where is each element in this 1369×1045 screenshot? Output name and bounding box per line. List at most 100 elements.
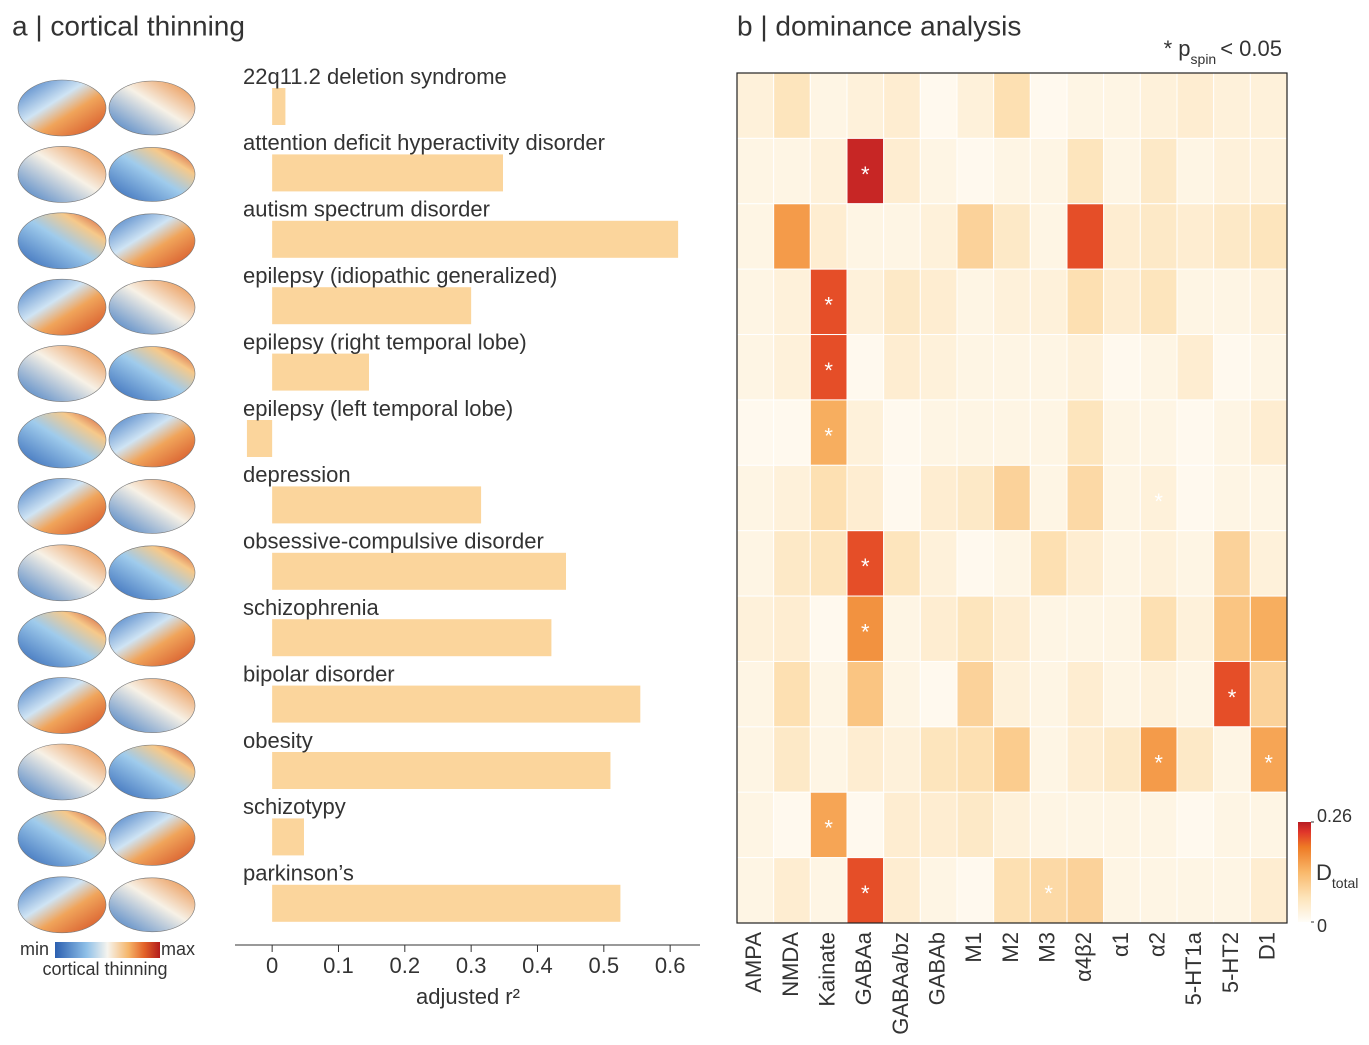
heatmap-cell	[809, 726, 848, 793]
heatmap-cell	[1176, 595, 1215, 662]
heatmap-cell	[956, 203, 995, 270]
heatmap-cell	[1066, 268, 1105, 336]
brain-medial	[108, 213, 196, 269]
column-label: α2	[1144, 932, 1169, 957]
significance-marker: *	[824, 423, 833, 448]
heatmap-cell	[736, 660, 775, 728]
heatmap-cell	[883, 72, 921, 139]
heatmap-cell	[993, 595, 1031, 662]
heatmap-cell	[1213, 399, 1251, 466]
heatmap-cell	[1176, 72, 1215, 139]
heatmap-cell	[846, 399, 885, 466]
heatmap-cell	[1249, 268, 1288, 336]
heatmap-cell	[1249, 72, 1288, 139]
heatmap-cell	[1213, 595, 1251, 662]
heatmap-cell	[1139, 791, 1178, 859]
brain-lateral	[17, 876, 107, 934]
heatmap-cell	[846, 726, 885, 793]
x-tick-label: 0	[266, 953, 278, 978]
heatmap-cell	[846, 660, 885, 728]
bar	[272, 486, 482, 524]
heatmap-cell	[1103, 72, 1141, 139]
heatmap-cell	[956, 137, 995, 205]
heatmap-cell	[1139, 203, 1178, 270]
x-tick-label: 0.4	[522, 953, 553, 978]
heatmap-cell	[1029, 726, 1068, 793]
column-label: 5-HT1a	[1181, 931, 1206, 1005]
heatmap-cell	[736, 857, 775, 924]
x-tick-label: 0.1	[323, 953, 354, 978]
column-label: Kainate	[814, 932, 839, 1007]
heatmap-cell	[956, 334, 995, 401]
column-label: M2	[998, 932, 1023, 963]
heatmap-cell	[1066, 203, 1105, 270]
heatmap-cell	[736, 399, 775, 466]
heatmap-cell	[1066, 399, 1105, 466]
heatmap-cell	[1176, 334, 1215, 401]
brain-medial	[108, 80, 196, 136]
heatmap-cell	[1176, 791, 1215, 859]
significance-marker: *	[824, 358, 833, 383]
heatmap-cell	[1139, 334, 1178, 401]
heatmap-cell	[773, 660, 811, 728]
brain-medial	[108, 811, 196, 866]
heatmap-cell	[1103, 464, 1141, 532]
heatmap-cell	[809, 595, 848, 662]
heatmap-cell	[773, 268, 811, 336]
heatmap-cell	[919, 268, 958, 336]
brain-medial	[108, 678, 196, 733]
brain-colorbar	[55, 942, 160, 958]
bar	[272, 154, 503, 192]
heatmap-cell	[919, 334, 958, 401]
heatmap-cell	[883, 660, 921, 728]
heatmap-cell	[883, 726, 921, 793]
heatmap-cell	[1066, 137, 1105, 205]
heatmap-cell	[956, 595, 995, 662]
heatmap-cell	[773, 203, 811, 270]
heatmap-cell	[1249, 203, 1288, 270]
heatmap-cell	[736, 791, 775, 859]
column-label: D1	[1254, 932, 1279, 960]
heatmap-cell	[809, 660, 848, 728]
category-label: parkinson’s	[243, 861, 354, 886]
heatmap-cell	[1066, 530, 1105, 597]
heatmap-cell	[1029, 334, 1068, 401]
heatmap-cell	[956, 464, 995, 532]
brain-medial	[108, 279, 196, 335]
heatmap-cell	[1066, 726, 1105, 793]
heatmap-cell	[919, 791, 958, 859]
heatmap-cell	[1066, 595, 1105, 662]
significance-marker: *	[861, 554, 870, 579]
heatmap-cell	[1139, 660, 1178, 728]
category-label: bipolar disorder	[243, 661, 395, 686]
heatmap-cell	[919, 595, 958, 662]
heatmap-cell	[1213, 72, 1251, 139]
column-label: AMPA	[741, 932, 766, 993]
heatmap-cell	[1213, 726, 1251, 793]
heatmap-cell	[846, 334, 885, 401]
brain-medial	[108, 147, 196, 202]
heatmap-cell	[736, 530, 775, 597]
heatmap-cell	[773, 726, 811, 793]
heatmap-cell	[773, 791, 811, 859]
heatmap-cell	[919, 464, 958, 532]
significance-marker: *	[861, 881, 870, 906]
heatmap-cell	[1029, 660, 1068, 728]
heatmap-cell	[1213, 137, 1251, 205]
brain-medial	[108, 479, 196, 534]
x-axis-label: adjusted r²	[416, 984, 520, 1009]
heatmap-cell	[809, 857, 848, 924]
heatmap-cell	[773, 530, 811, 597]
heatmap-cell	[1103, 137, 1141, 205]
column-label: M3	[1034, 932, 1059, 963]
category-label: schizotypy	[243, 794, 346, 819]
heatmap-cell	[993, 857, 1031, 924]
heatmap-cell	[919, 660, 958, 728]
category-label: autism spectrum disorder	[243, 197, 490, 222]
heatmap-cell	[1249, 660, 1288, 728]
heatmap-cell	[993, 464, 1031, 532]
column-label: α4β2	[1071, 932, 1096, 982]
brain-medial	[108, 545, 196, 601]
heatmap-cell	[1066, 464, 1105, 532]
